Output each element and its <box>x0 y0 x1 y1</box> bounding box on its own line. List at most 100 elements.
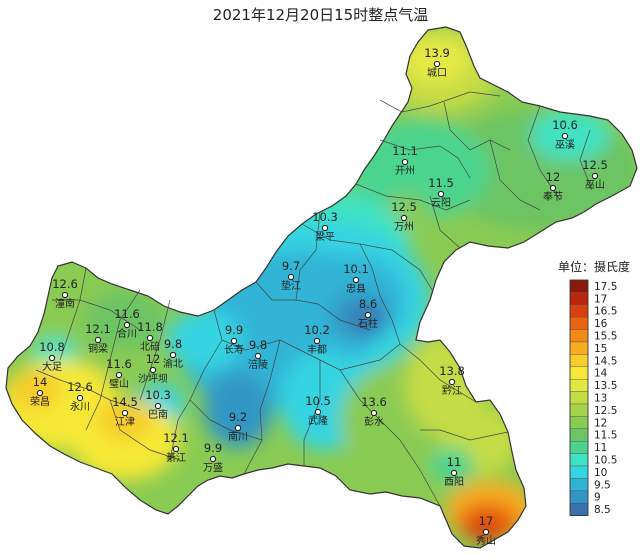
station-name: 梁平 <box>315 230 335 243</box>
station-20: 11.6 璧山 <box>106 357 132 390</box>
station-24: 12.6 永川 <box>67 380 93 413</box>
station-value: 10.1 <box>343 262 369 276</box>
station-value: 8.6 <box>359 297 377 311</box>
station-name: 奉节 <box>543 190 563 203</box>
station-marker <box>401 158 409 166</box>
station-value: 11.6 <box>114 307 140 321</box>
station-13: 11.8 北碚 <box>137 320 163 353</box>
station-name: 潼南 <box>55 297 75 310</box>
station-marker <box>76 394 84 402</box>
station-value: 12.5 <box>582 158 608 172</box>
station-marker <box>94 336 102 344</box>
station-marker <box>370 409 378 417</box>
station-marker <box>36 389 44 397</box>
station-11: 12.6 潼南 <box>52 277 78 310</box>
station-marker <box>433 60 441 68</box>
station-value: 17 <box>479 514 494 528</box>
station-marker <box>154 402 162 410</box>
station-marker <box>146 334 154 342</box>
station-name: 石柱 <box>358 317 378 330</box>
station-marker <box>234 424 242 432</box>
station-name: 南川 <box>228 430 248 443</box>
station-value: 12 <box>546 170 561 184</box>
station-27: 9.2 南川 <box>228 410 248 443</box>
station-value: 9.7 <box>282 259 300 273</box>
station-marker <box>364 311 372 319</box>
station-name: 涪陵 <box>248 358 268 371</box>
station-name: 万州 <box>394 221 414 233</box>
station-value: 11.8 <box>137 320 163 334</box>
station-value: 13.6 <box>361 395 387 409</box>
station-name: 巫山 <box>585 179 605 191</box>
station-32: 11 酉阳 <box>444 455 464 488</box>
station-name: 丰都 <box>307 343 327 356</box>
station-18: 9.8 涪陵 <box>248 338 268 371</box>
station-value: 12.5 <box>391 200 417 214</box>
station-7: 10.3 梁平 <box>312 210 338 243</box>
station-19: 10.2 丰都 <box>304 323 330 356</box>
station-marker <box>254 352 262 360</box>
station-value: 10.3 <box>312 210 338 224</box>
station-1: 10.6 巫溪 <box>552 118 578 151</box>
station-2: 11.1 开州 <box>392 144 418 177</box>
station-name: 合川 <box>117 327 137 340</box>
station-name: 永川 <box>70 400 90 413</box>
station-value: 9.9 <box>204 441 222 455</box>
station-23: 14 荣昌 <box>30 375 50 408</box>
station-name: 云阳 <box>431 197 451 209</box>
station-marker <box>209 455 217 463</box>
station-value: 13.8 <box>439 364 465 378</box>
station-marker <box>591 172 599 180</box>
station-29: 13.6 彭水 <box>361 395 387 428</box>
station-name: 荣昌 <box>30 396 50 408</box>
station-21: 12 沙坪坝 <box>138 352 168 385</box>
map-title: 2021年12月20日15时整点气温 <box>212 6 429 24</box>
station-value: 9.8 <box>249 338 267 352</box>
station-name: 长寿 <box>224 343 244 356</box>
station-marker <box>352 276 360 284</box>
station-value: 11.5 <box>428 176 454 190</box>
station-name: 巴南 <box>148 408 168 421</box>
station-marker <box>123 321 131 329</box>
station-name: 秀山 <box>476 535 496 547</box>
station-marker <box>314 408 322 416</box>
station-marker <box>121 409 129 417</box>
station-name: 城口 <box>427 67 447 79</box>
station-14: 12.1 铜梁 <box>85 322 111 355</box>
station-name: 沙坪坝 <box>138 372 168 385</box>
station-marker <box>230 337 238 345</box>
station-name: 大足 <box>42 360 62 373</box>
station-17: 9.9 长寿 <box>224 323 244 356</box>
station-value: 12 <box>146 352 161 366</box>
station-name: 酉阳 <box>444 476 464 488</box>
station-name: 万盛 <box>203 461 223 474</box>
station-name: 开州 <box>395 165 415 177</box>
station-marker <box>115 371 123 379</box>
station-marker <box>450 469 458 477</box>
station-name: 綦江 <box>166 451 186 464</box>
station-5: 12.5 巫山 <box>582 158 608 191</box>
station-value: 12.6 <box>52 277 78 291</box>
station-marker <box>313 337 321 345</box>
station-value: 9.8 <box>164 337 182 351</box>
station-4: 12 奉节 <box>543 170 563 203</box>
station-26: 12.1 綦江 <box>163 431 189 464</box>
station-marker <box>437 190 445 198</box>
station-value: 10.8 <box>39 340 65 354</box>
station-marker <box>549 184 557 192</box>
station-16: 9.8 渝北 <box>163 337 183 370</box>
station-name: 垫江 <box>281 279 301 292</box>
station-value: 12.1 <box>163 431 189 445</box>
station-value: 12.1 <box>85 322 111 336</box>
station-10: 8.6 石柱 <box>358 297 378 330</box>
station-value: 10.2 <box>304 323 330 337</box>
station-marker <box>321 224 329 232</box>
station-marker <box>287 273 295 281</box>
station-value: 11.6 <box>106 357 132 371</box>
station-name: 武隆 <box>308 414 328 427</box>
station-value: 10.5 <box>305 394 331 408</box>
station-marker <box>482 528 490 536</box>
station-value: 12.6 <box>67 380 93 394</box>
legend-title: 单位：摄氏度 <box>558 260 631 274</box>
